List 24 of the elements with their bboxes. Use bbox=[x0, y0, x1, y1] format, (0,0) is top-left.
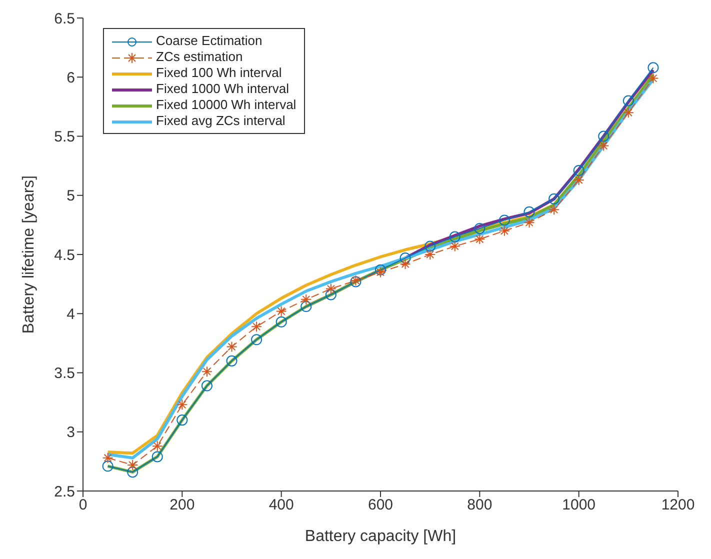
x-tick-label: 400 bbox=[268, 496, 294, 514]
y-tick-label: 6.5 bbox=[54, 10, 75, 28]
x-tick-label: 800 bbox=[467, 496, 492, 514]
x-axis-title: Battery capacity [Wh] bbox=[304, 528, 456, 545]
x-tick-label: 200 bbox=[170, 496, 195, 514]
y-tick-label: 2.5 bbox=[54, 483, 75, 500]
y-tick-label: 4 bbox=[66, 306, 75, 323]
x-tick-label: 1200 bbox=[661, 496, 695, 514]
legend-label: Fixed 100 Wh interval bbox=[155, 65, 283, 81]
legend-label: Coarse Ectimation bbox=[155, 33, 264, 49]
y-tick-label: 3 bbox=[66, 424, 75, 442]
x-tick-label: 1000 bbox=[562, 496, 596, 514]
x-tick-label: 0 bbox=[78, 496, 88, 514]
y-tick-label: 5 bbox=[66, 188, 75, 205]
y-tick-label: 5.5 bbox=[54, 128, 75, 146]
legend-label: Fixed 1000 Wh interval bbox=[155, 81, 290, 97]
y-tick-label: 4.5 bbox=[54, 246, 75, 264]
y-axis-title: Battery lifetime [years] bbox=[20, 175, 38, 334]
legend-label: ZCs estimation bbox=[155, 49, 244, 65]
y-tick-label: 3.5 bbox=[54, 365, 75, 382]
y-tick-label: 6 bbox=[66, 69, 75, 86]
legend-label: Fixed 10000 Wh interval bbox=[155, 97, 296, 113]
x-tick-label: 600 bbox=[368, 496, 394, 514]
legend-label: Fixed avg ZCs interval bbox=[155, 113, 286, 129]
